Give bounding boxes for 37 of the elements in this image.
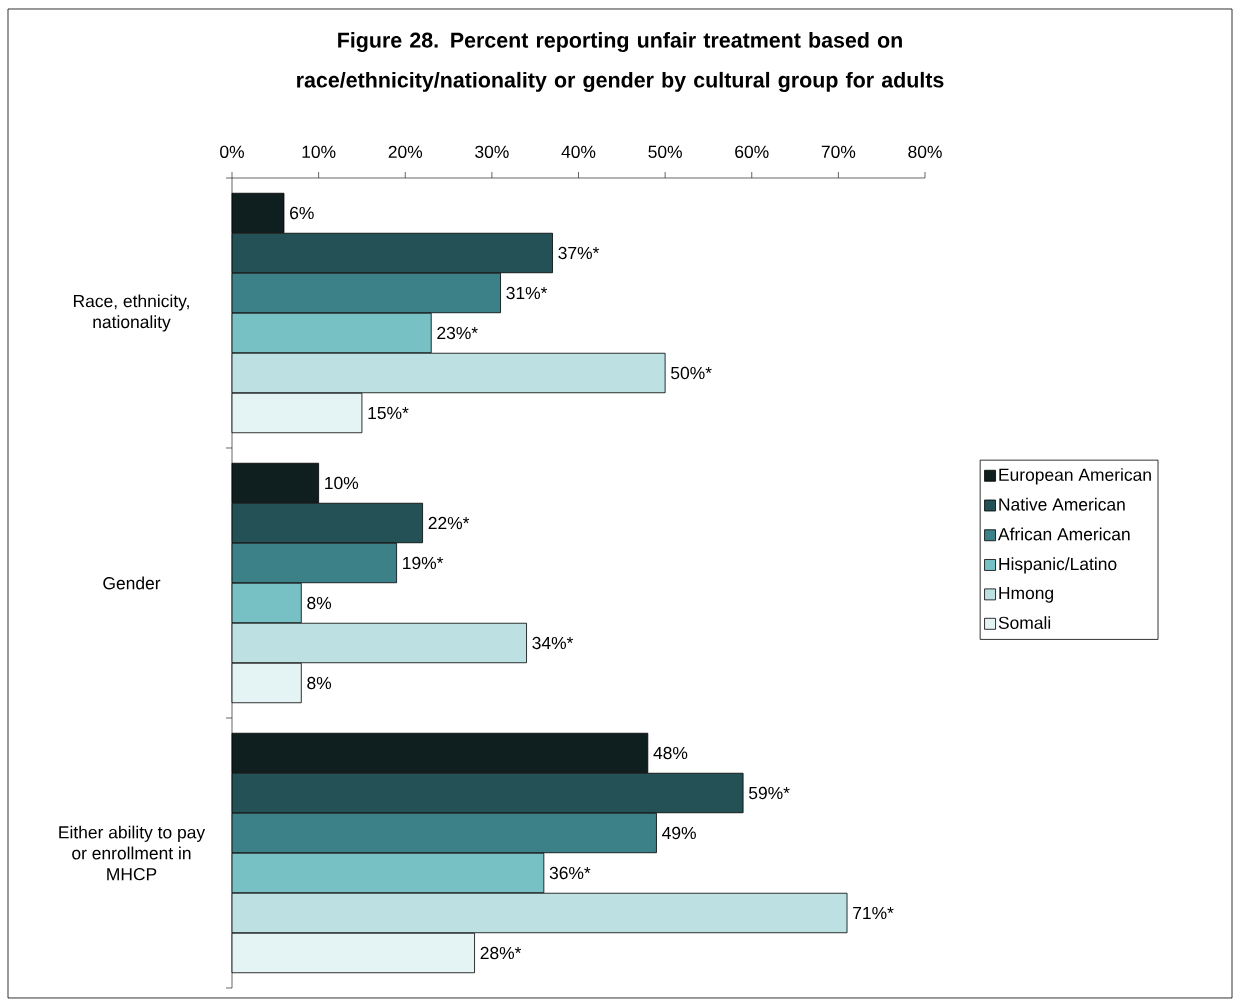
data-label: 48% [653,746,688,760]
data-label: 50%* [671,366,712,380]
data-label: 49% [662,826,696,840]
x-tick-label: 80% [908,145,942,158]
data-label: 36%* [549,866,591,880]
data-label: 28%* [480,946,522,960]
legend-label: African American [997,527,1130,541]
data-label: 71%* [853,906,894,920]
data-label: 59%* [749,786,790,800]
data-label: 10% [325,476,359,490]
x-tick-label: 0% [220,145,244,158]
x-tick-label: 30% [475,145,509,158]
data-label: 8% [307,676,332,690]
data-label: 8% [307,596,332,610]
x-tick-label: 60% [735,145,769,158]
data-label: 6% [290,206,314,220]
data-label: 22%* [428,516,470,530]
y-tick-label: Either ability to pay or enrollment in MHCP [59,825,206,881]
legend-label: Native American [999,497,1125,511]
data-label: 15%* [368,406,409,420]
data-label: 23%* [437,326,478,340]
legend-label: Hmong [999,587,1054,603]
x-tick-label: 20% [388,145,423,158]
data-label: 37%* [558,246,600,260]
data-label: 34%* [532,636,574,650]
y-tick-label: Gender [103,576,161,590]
legend-label: Somali [998,616,1051,629]
legend-label: European American [999,468,1151,485]
legend-label: Hispanic/Latino [999,557,1117,574]
x-tick-label: 50% [648,145,682,158]
x-tick-label: 70% [821,145,856,158]
x-tick-label: 10% [302,145,336,158]
x-tick-label: 40% [561,145,596,158]
chart-title: Figure 28. Percent reporting unfair treatment based on race/ethnicity/nationality or gender by cultural group for adults [297,32,944,92]
data-label: 19%* [403,556,444,570]
data-label: 31%* [506,286,548,300]
y-tick-label: Race, ethnicity, nationality [73,294,189,332]
